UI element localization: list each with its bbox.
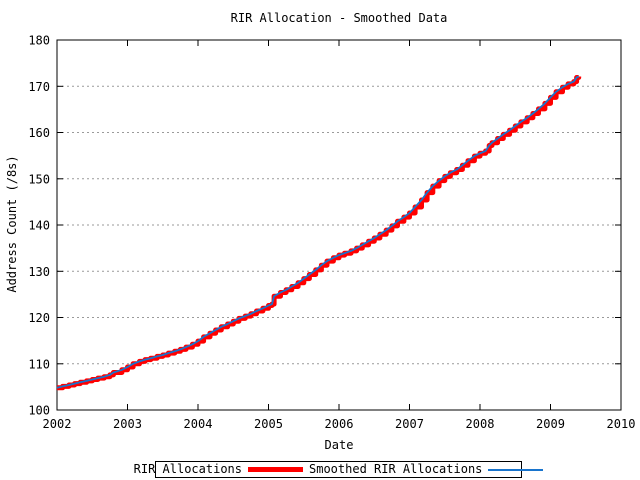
x-tick-label: 2004 <box>184 417 213 431</box>
chart-title: RIR Allocation - Smoothed Data <box>230 11 448 25</box>
y-tick-label: 180 <box>28 34 50 48</box>
x-tick-label: 2007 <box>395 417 424 431</box>
y-tick-label: 150 <box>28 172 50 186</box>
legend-box: RIR Allocations Smoothed RIR Allocations <box>134 461 544 478</box>
y-tick-label: 160 <box>28 126 50 140</box>
legend-label-smoothed-rir-allocations: Smoothed RIR Allocations <box>309 462 483 476</box>
plot-frame <box>56 39 622 411</box>
x-axis-title: Date <box>324 438 354 452</box>
x-tick-label: 2006 <box>325 417 354 431</box>
series-smoothed-rir-allocations <box>56 75 580 389</box>
y-tick-label: 140 <box>28 219 50 233</box>
x-tick-label: 2010 <box>607 417 636 431</box>
y-tick-label: 100 <box>28 404 50 418</box>
x-tick-label: 2008 <box>466 417 495 431</box>
y-tick-label: 170 <box>28 80 50 94</box>
x-tick-label: 2003 <box>113 417 142 431</box>
x-tick-label: 2005 <box>254 417 283 431</box>
y-tick-label: 120 <box>28 311 50 325</box>
legend-label-rir-allocations: RIR Allocations <box>133 462 242 476</box>
x-tick-label: 2009 <box>536 417 565 431</box>
y-tick-label: 110 <box>28 357 50 371</box>
series-rir-allocations <box>57 75 582 391</box>
x-tick-label: 2002 <box>43 417 72 431</box>
y-tick-label: 130 <box>28 265 50 279</box>
legend-line-sample-red <box>248 467 303 472</box>
legend-line-sample-blue <box>488 468 544 471</box>
